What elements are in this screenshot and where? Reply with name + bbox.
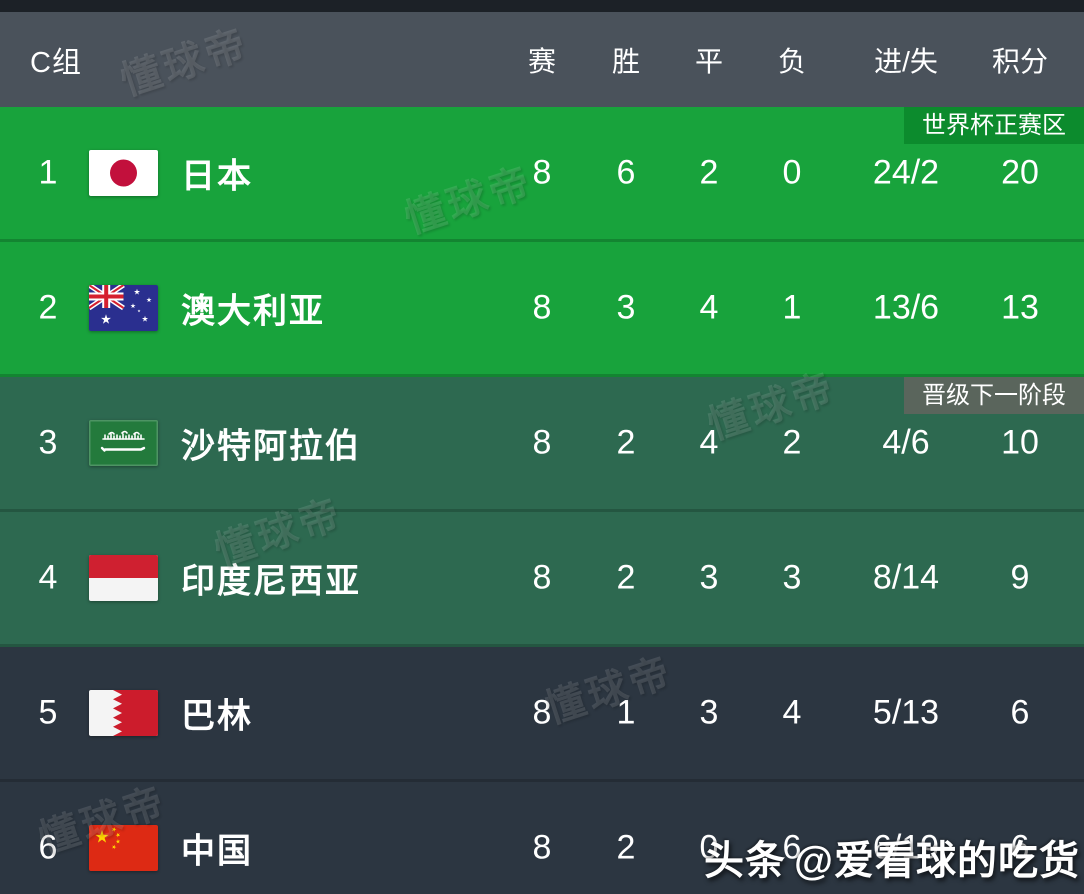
zone-badge-next-stage: 晋级下一阶段 [904, 377, 1084, 414]
zone-badge-qualified: 世界杯正赛区 [904, 107, 1084, 144]
credit-handle: @爱看球的吃货 [793, 839, 1080, 883]
team-name: 日本 [181, 157, 253, 196]
points-value: 13 [1001, 288, 1039, 327]
drawn-value: 3 [699, 558, 719, 597]
rank: 4 [38, 558, 58, 597]
won-value: 2 [616, 423, 636, 462]
team-name: 澳大利亚 [181, 292, 325, 331]
lost-value: 0 [782, 153, 802, 192]
watermark-toutiao-credit: 头条 @爱看球的吃货 [704, 828, 1080, 886]
points-value: 9 [1010, 558, 1030, 597]
team-name: 中国 [181, 832, 253, 871]
indonesia-flag-icon [89, 555, 158, 601]
table-row-bahrain[interactable]: 5 巴林 8 1 3 4 5/13 6 [0, 647, 1084, 782]
table-row-saudi-arabia[interactable]: 晋级下一阶段 3 沙特阿拉伯 8 2 4 2 4/6 10 [0, 377, 1084, 512]
rank: 6 [38, 828, 58, 867]
column-header-goals: 进/失 [874, 45, 938, 77]
goals-value: 5/13 [872, 693, 940, 732]
goals-value: 6/19 [872, 828, 940, 867]
rank: 1 [38, 153, 58, 192]
column-header-played: 赛 [527, 45, 556, 77]
table-row-china[interactable]: 6 中国 8 2 0 6 6/19 6 [0, 782, 1084, 894]
played-value: 8 [532, 828, 552, 867]
lost-value: 6 [782, 828, 802, 867]
won-value: 2 [616, 828, 636, 867]
lost-value: 4 [782, 693, 802, 732]
points-value: 6 [1010, 693, 1030, 732]
points-value: 10 [1001, 423, 1039, 462]
column-header-drawn: 平 [694, 45, 723, 77]
lost-value: 1 [782, 288, 802, 327]
points-value: 20 [1001, 153, 1039, 192]
goals-value: 24/2 [872, 153, 940, 192]
won-value: 2 [616, 558, 636, 597]
drawn-value: 4 [699, 423, 719, 462]
played-value: 8 [532, 153, 552, 192]
goals-value: 8/14 [872, 558, 940, 597]
top-strip [0, 0, 1084, 12]
lost-value: 2 [782, 423, 802, 462]
china-flag-icon [89, 825, 158, 871]
won-value: 3 [616, 288, 636, 327]
rank: 3 [38, 423, 58, 462]
goals-value: 4/6 [882, 423, 930, 462]
team-name: 巴林 [181, 697, 253, 736]
goals-value: 13/6 [872, 288, 940, 327]
drawn-value: 4 [699, 288, 719, 327]
points-value: 6 [1010, 828, 1030, 867]
drawn-value: 2 [699, 153, 719, 192]
drawn-value: 0 [699, 828, 719, 867]
column-header-lost: 负 [777, 45, 806, 77]
table-header: C组 赛 胜 平 负 进/失 积分 [0, 12, 1084, 107]
group-label: C组 [30, 46, 82, 79]
rank: 5 [38, 693, 58, 732]
team-name: 印度尼西亚 [181, 562, 361, 601]
played-value: 8 [532, 288, 552, 327]
saudi-arabia-flag-icon [89, 420, 158, 466]
team-name: 沙特阿拉伯 [181, 427, 361, 466]
australia-flag-icon [89, 285, 158, 331]
drawn-value: 3 [699, 693, 719, 732]
played-value: 8 [532, 693, 552, 732]
credit-prefix: 头条 [703, 839, 786, 883]
won-value: 6 [616, 153, 636, 192]
rank: 2 [38, 288, 58, 327]
column-header-won: 胜 [611, 45, 640, 77]
lost-value: 3 [782, 558, 802, 597]
table-row-australia[interactable]: 2 澳大利亚 8 3 4 [0, 242, 1084, 377]
column-header-points: 积分 [991, 45, 1048, 77]
japan-flag-icon [89, 150, 158, 196]
bahrain-flag-icon [89, 690, 158, 736]
table-row-indonesia[interactable]: 4 印度尼西亚 8 2 3 3 8/14 9 [0, 512, 1084, 647]
won-value: 1 [616, 693, 636, 732]
table-row-japan[interactable]: 世界杯正赛区 1 日本 8 6 2 0 24/2 20 [0, 107, 1084, 242]
played-value: 8 [532, 558, 552, 597]
played-value: 8 [532, 423, 552, 462]
